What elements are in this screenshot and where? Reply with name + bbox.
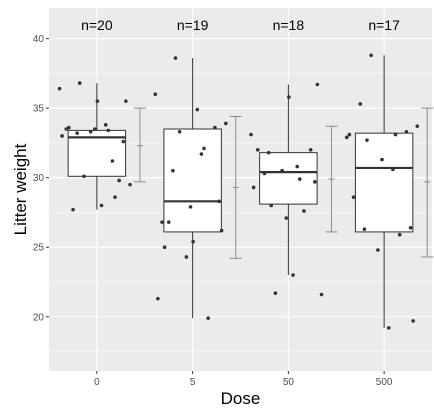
data-point <box>171 168 175 173</box>
data-point <box>160 220 164 224</box>
data-point <box>162 245 167 250</box>
jitter-points <box>57 53 420 330</box>
data-point <box>302 209 306 213</box>
data-point <box>315 82 320 87</box>
data-point <box>88 129 93 134</box>
data-point <box>313 180 317 184</box>
data-point <box>184 255 189 259</box>
data-point <box>219 228 224 233</box>
data-point <box>117 178 121 183</box>
data-point <box>262 171 267 176</box>
data-point <box>287 95 291 99</box>
data-point <box>249 132 253 137</box>
data-point <box>156 296 160 301</box>
data-point <box>57 86 62 91</box>
x-axis-title: Dose <box>221 389 261 408</box>
data-point <box>110 159 115 163</box>
data-point <box>273 291 278 295</box>
data-point <box>251 185 256 190</box>
data-point <box>82 174 86 179</box>
sample-size-label: n=19 <box>177 17 209 33</box>
error-bar-group <box>133 107 434 259</box>
data-point <box>217 199 221 204</box>
y-tick-label: 35 <box>33 104 45 115</box>
data-point <box>67 125 71 130</box>
sample-size-labels: n=20 n=19 n=18 n=17 <box>81 17 400 33</box>
data-point <box>173 56 178 60</box>
data-point <box>266 150 271 155</box>
data-point <box>60 134 64 138</box>
data-point <box>284 216 289 220</box>
sample-size-label: n=17 <box>368 17 400 33</box>
x-tick-label: 5 <box>190 377 196 388</box>
data-point <box>195 107 200 112</box>
data-point <box>199 152 204 156</box>
data-point <box>213 125 217 130</box>
data-point <box>121 139 126 144</box>
sample-size-label: n=20 <box>81 17 113 33</box>
data-point <box>71 207 75 212</box>
box-body <box>354 132 414 233</box>
y-tick-label: 25 <box>33 243 45 254</box>
data-point <box>153 92 158 97</box>
data-point <box>95 99 100 103</box>
data-point <box>319 292 324 297</box>
data-point <box>124 99 128 103</box>
data-point <box>166 220 171 224</box>
data-point <box>386 326 391 330</box>
data-point <box>269 203 274 208</box>
data-point <box>411 319 415 323</box>
data-point <box>295 164 299 169</box>
data-point <box>365 138 369 142</box>
data-point <box>92 127 97 131</box>
data-point <box>206 316 210 320</box>
data-point <box>291 273 295 277</box>
data-point <box>99 203 104 208</box>
data-point <box>103 123 108 127</box>
x-tick-label: 50 <box>283 377 295 388</box>
data-point <box>191 239 195 244</box>
data-point <box>397 232 402 237</box>
tick-labels: 20 25 30 35 40 0 5 50 500 <box>33 34 393 388</box>
box-body <box>163 128 222 233</box>
data-point <box>188 205 193 209</box>
axis-ticks <box>46 38 385 374</box>
data-point <box>404 129 409 134</box>
data-point <box>308 148 313 152</box>
data-point <box>380 157 384 162</box>
y-axis-title: Litter weight <box>11 143 30 235</box>
box-group <box>67 55 414 328</box>
data-point <box>77 81 82 85</box>
data-point <box>369 53 373 58</box>
data-point <box>177 129 182 134</box>
data-point <box>351 195 356 199</box>
data-point <box>255 148 260 152</box>
y-tick-label: 40 <box>33 34 45 45</box>
data-point <box>106 128 111 133</box>
data-point <box>75 131 79 135</box>
data-point <box>202 146 206 151</box>
data-point <box>280 168 284 173</box>
data-point <box>358 102 363 106</box>
box-body <box>259 152 318 205</box>
data-point <box>344 135 349 140</box>
data-point <box>297 177 302 181</box>
sample-size-label: n=18 <box>273 17 305 33</box>
x-tick-label: 0 <box>94 377 100 388</box>
data-point <box>224 121 228 126</box>
data-point <box>128 182 132 187</box>
data-point <box>415 124 420 129</box>
data-point <box>362 227 367 231</box>
y-tick-label: 30 <box>33 173 45 184</box>
data-point <box>376 248 380 252</box>
data-point <box>393 132 398 137</box>
data-point <box>347 132 352 137</box>
data-point <box>113 195 117 199</box>
x-tick-label: 500 <box>376 377 393 388</box>
data-point <box>391 167 395 172</box>
y-tick-label: 20 <box>33 312 45 323</box>
data-point <box>408 225 413 230</box>
